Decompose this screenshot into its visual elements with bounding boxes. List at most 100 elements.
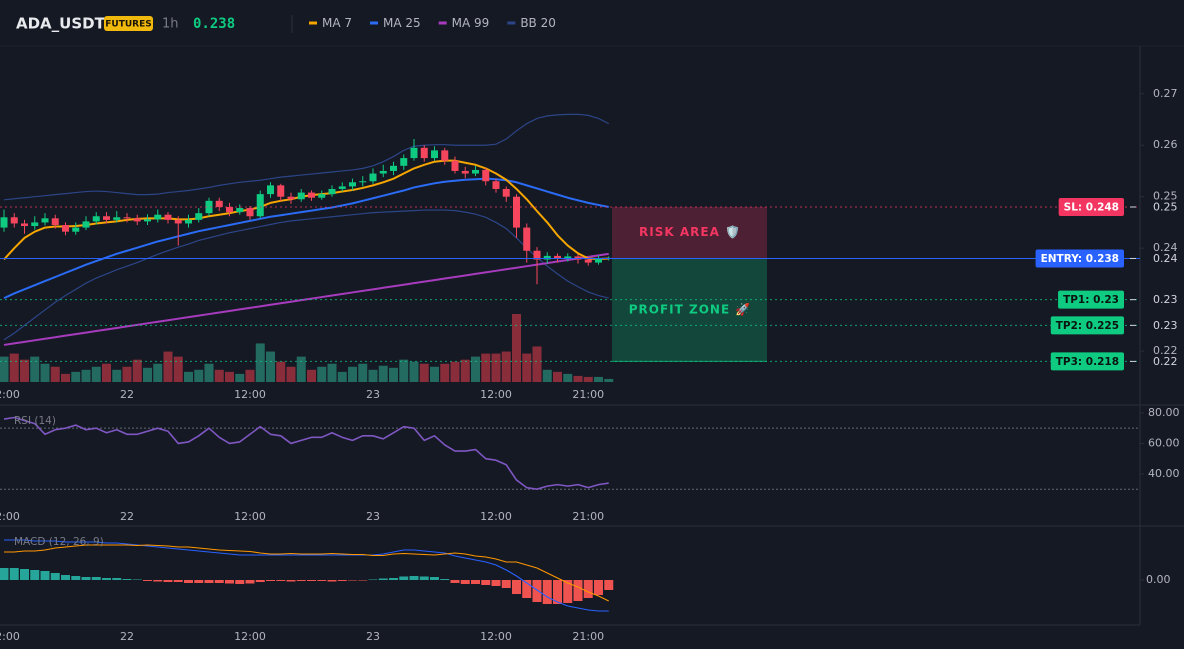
x-tick-label: 12:00 xyxy=(0,388,20,401)
candle-body xyxy=(287,196,295,200)
candle-body xyxy=(103,216,110,220)
symbol: ADA_USDT xyxy=(16,15,106,33)
level-axis-label: 0.25 xyxy=(1153,200,1178,213)
x-tick-label: 12:00 xyxy=(234,630,266,643)
volume-bar xyxy=(512,314,521,382)
candle-body xyxy=(482,169,490,182)
candle-body xyxy=(72,227,80,232)
candle-body xyxy=(584,259,592,263)
macd-histogram xyxy=(491,580,501,586)
macd-histogram xyxy=(317,580,327,581)
candle-body xyxy=(451,160,459,171)
candle-body xyxy=(82,221,90,228)
volume-bar xyxy=(204,363,214,382)
legend-label: BB 20 xyxy=(520,16,556,30)
candle-body xyxy=(215,200,223,207)
macd-histogram xyxy=(286,580,296,582)
candle-body xyxy=(595,258,602,263)
volume-bar xyxy=(358,363,368,382)
volume-bar xyxy=(81,369,91,382)
macd-histogram xyxy=(378,578,388,580)
macd-histogram xyxy=(153,580,163,582)
candle-body xyxy=(164,214,172,220)
level-label-bg xyxy=(1058,290,1124,309)
candle-body xyxy=(113,217,121,220)
candle-body xyxy=(205,200,213,214)
candle-body xyxy=(267,185,274,195)
volume-bar xyxy=(327,363,337,382)
volume-bar xyxy=(163,351,173,382)
candle-body xyxy=(431,150,438,159)
x-tick-label: 21:00 xyxy=(572,630,604,643)
y-tick-label: 80.00 xyxy=(1148,406,1180,419)
x-tick-label: 12:00 xyxy=(480,630,512,643)
candle-body xyxy=(441,150,449,161)
level-label: TP1: 0.23 xyxy=(1063,294,1119,306)
candle-body xyxy=(349,182,356,187)
candle-body xyxy=(256,194,264,217)
volume-bar xyxy=(50,366,60,382)
volume-bar xyxy=(245,369,255,382)
candle-body xyxy=(359,181,367,183)
candle-body xyxy=(308,192,315,198)
candle-body xyxy=(461,170,469,174)
x-tick-label: 22 xyxy=(120,388,134,401)
candle-body xyxy=(185,219,192,224)
x-tick-label: 21:00 xyxy=(572,510,604,523)
level-axis-label: 0.24 xyxy=(1153,252,1178,265)
macd-histogram xyxy=(532,580,542,602)
volume-bar xyxy=(471,356,480,382)
macd-histogram xyxy=(245,580,255,584)
bollinger-band xyxy=(3,113,610,201)
macd-histogram xyxy=(40,571,50,580)
candle-body xyxy=(574,256,582,260)
volume-bar xyxy=(91,366,101,382)
volume-bar xyxy=(194,369,204,382)
volume-bar xyxy=(532,346,542,382)
volume-bar xyxy=(553,371,562,382)
candle-body xyxy=(338,186,346,189)
candle-body xyxy=(154,214,162,220)
volume-bar xyxy=(122,366,132,382)
bollinger-band xyxy=(3,209,609,341)
macd-histogram xyxy=(348,580,357,581)
y-tick-label: 0.27 xyxy=(1153,87,1178,100)
macd-histogram xyxy=(471,580,480,584)
trade-zone xyxy=(612,258,767,362)
macd-histogram xyxy=(235,580,245,584)
macd-histogram xyxy=(112,578,122,580)
volume-bar xyxy=(0,356,9,382)
candle-body xyxy=(533,250,541,260)
candle-body xyxy=(492,181,500,189)
candle-body xyxy=(277,185,285,197)
y-tick-label: 40.00 xyxy=(1148,467,1180,480)
legend-label: MA 7 xyxy=(322,16,352,30)
candle-body xyxy=(10,217,18,224)
volume-bar xyxy=(409,361,419,382)
macd-histogram xyxy=(296,580,306,581)
volume-bar xyxy=(184,371,193,382)
macd-histogram xyxy=(71,576,81,580)
x-tick-label: 12:00 xyxy=(0,510,20,523)
macd-histogram xyxy=(450,580,460,583)
interval: 1h xyxy=(162,17,179,32)
macd-histogram xyxy=(522,580,532,598)
macd-histogram xyxy=(276,580,286,581)
volume-bar xyxy=(450,361,460,382)
macd-histogram xyxy=(50,573,60,580)
candle-body xyxy=(236,208,244,213)
pane-title: MACD (12, 26, 9) xyxy=(14,536,104,548)
macd-histogram xyxy=(102,578,111,580)
candle-body xyxy=(31,222,39,227)
candle-body xyxy=(144,219,151,222)
volume-bar xyxy=(296,356,306,382)
candle-body xyxy=(123,217,131,219)
candle-body xyxy=(472,169,479,174)
macd-histogram xyxy=(481,580,491,585)
macd-histogram xyxy=(20,569,29,580)
macd-histogram xyxy=(122,579,132,580)
badge-bg xyxy=(104,16,153,31)
macd-histogram xyxy=(573,580,583,601)
level-label: TP3: 0.218 xyxy=(1056,356,1119,368)
volume-bar xyxy=(30,356,40,382)
